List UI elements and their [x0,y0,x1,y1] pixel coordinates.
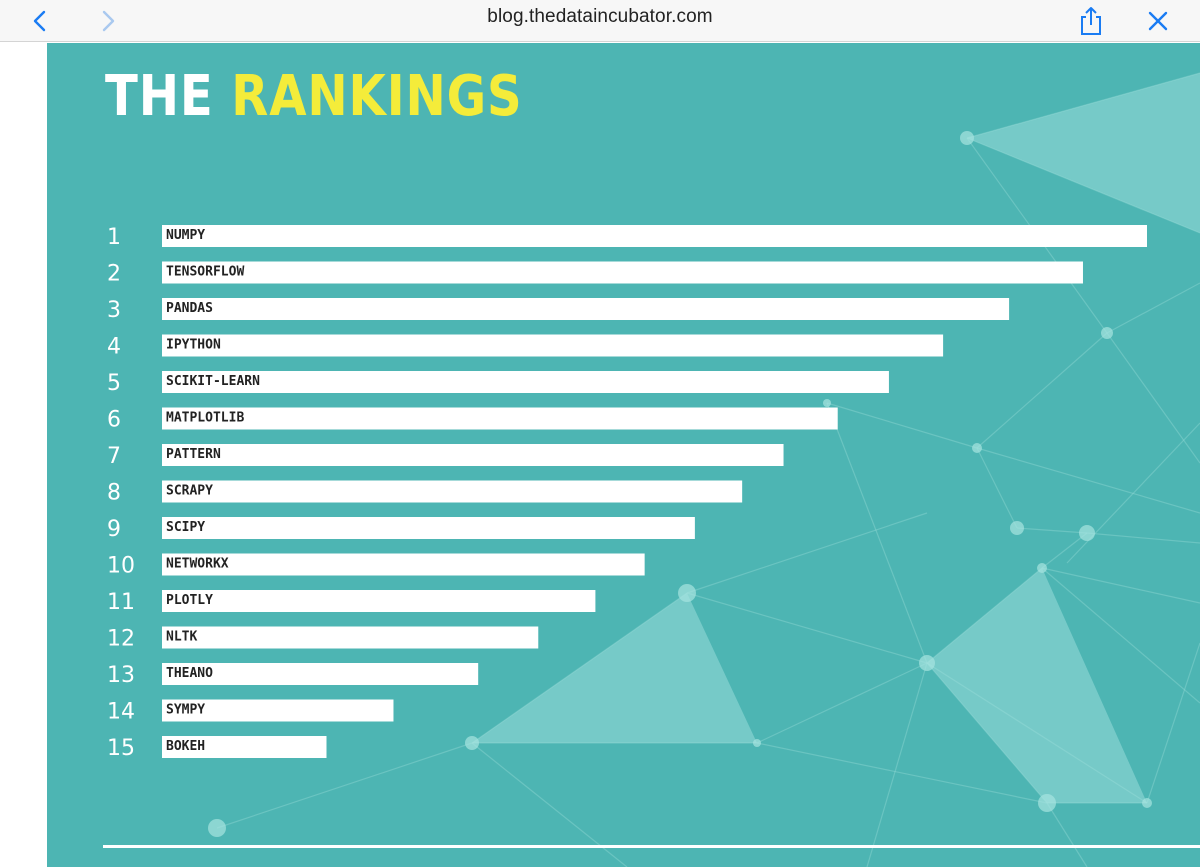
rank-number: 2 [107,262,121,287]
bar-label: MATPLOTLIB [166,411,244,426]
share-button[interactable] [1074,4,1108,38]
ranking-bar [162,298,1010,320]
bar-label: IPYTHON [166,338,221,353]
ranking-bar [162,444,784,466]
ranking-bar [162,371,889,393]
rank-number: 14 [107,700,135,725]
ranking-bar [162,736,327,758]
title-part-the: THE [105,64,214,129]
ranking-bar [162,407,838,430]
page-margin [0,43,47,867]
rank-number: 1 [107,225,121,250]
back-button[interactable] [23,4,57,38]
rankings-bar-chart: 1 NUMPY 2 TENSORFLOW 3 PANDAS 4 IPYTHON 5 SCIKIT-… [107,225,1147,761]
bar-label: BOKEH [166,739,205,754]
chevron-right-icon [102,10,115,32]
rank-number: 4 [107,335,121,360]
rank-number: 7 [107,444,121,469]
ranking-bar [162,261,1083,284]
bar-label: PATTERN [166,447,221,462]
rank-number: 8 [107,481,121,506]
rank-number: 3 [107,298,121,323]
bar-label: THEANO [166,666,213,681]
ranking-bar [162,590,596,612]
share-icon [1081,7,1101,35]
rank-number: 15 [107,736,135,761]
close-button[interactable] [1141,4,1175,38]
bottom-divider [103,845,1200,848]
bar-label: TENSORFLOW [166,265,244,280]
rankings-infographic: THE RANKINGS 1 NUMPY 2 TENSORFLOW 3 PANDAS 4 IP… [47,43,1200,867]
ranking-bar [162,334,944,357]
rank-number: 10 [107,554,135,579]
network-background-decoration [208,72,1200,867]
title-part-rankings: RANKINGS [231,64,523,129]
bar-label: SCRAPY [166,484,213,499]
rank-number: 5 [107,371,121,396]
ranking-bar [162,699,394,722]
bar-label: PANDAS [166,301,213,316]
rank-number: 12 [107,627,135,652]
ranking-bar [162,626,539,649]
bar-label: NLTK [166,630,197,645]
bar-label: NUMPY [166,228,205,243]
ranking-bar [162,517,695,539]
bar-label: SYMPY [166,703,205,718]
forward-button[interactable] [91,4,125,38]
address-bar[interactable]: blog.thedataincubator.com [487,6,713,27]
bar-label: PLOTLY [166,593,213,608]
rank-number: 6 [107,408,121,433]
browser-toolbar: blog.thedataincubator.com [0,0,1200,42]
ranking-bar [162,663,479,685]
bar-label: SCIKIT-LEARN [166,374,260,389]
chevron-left-icon [33,10,46,32]
bar-label: NETWORKX [166,557,229,572]
ranking-bar [162,553,645,576]
rank-number: 13 [107,663,135,688]
rank-number: 11 [107,590,135,615]
ranking-bar [162,225,1147,247]
page-title: THE RANKINGS [105,69,523,125]
close-icon [1148,11,1168,31]
ranking-bar [162,480,743,503]
bar-label: SCIPY [166,520,205,535]
rank-number: 9 [107,517,121,542]
